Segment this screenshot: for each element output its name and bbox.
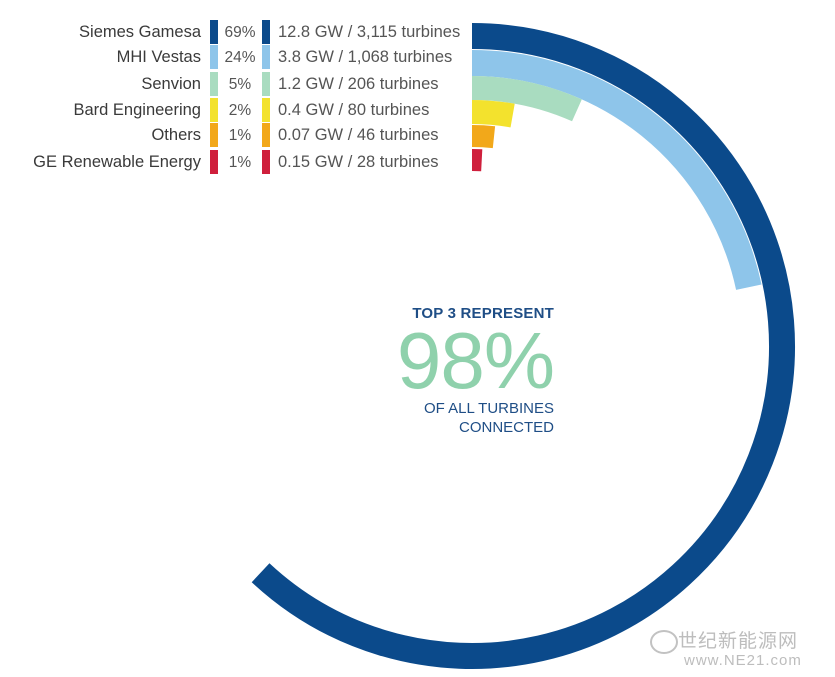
legend-percent: 69% [224,24,255,41]
center-title: TOP 3 REPRESENT [412,305,554,322]
legend-color-swatch [210,123,218,147]
arc-senvion [471,76,582,122]
watermark-line2: www.NE21.com [684,652,802,669]
center-subtitle-line2: CONNECTED [458,419,554,436]
legend-color-swatch [210,72,218,96]
arc-bard-engineering [471,100,515,128]
legend-detail: 1.2 GW / 206 turbines [278,75,439,93]
legend-detail: 0.4 GW / 80 turbines [278,101,429,119]
legend-percent: 24% [224,49,255,66]
legend-percent: 2% [229,102,252,119]
legend-detail: 0.15 GW / 28 turbines [278,153,439,171]
center-value: 98% [396,316,555,405]
legend-percent: 5% [229,76,252,93]
arc-siemes-gamesa [251,23,795,669]
arc-others [471,125,496,149]
wechat-icon [650,630,678,654]
legend-name: Others [151,126,201,144]
watermark-line1: 世纪新能源网 [678,631,799,652]
legend-color-swatch [262,20,270,44]
legend-color-swatch [262,72,270,96]
legend-color-swatch [262,45,270,69]
legend-color-swatch [262,150,270,174]
legend-detail: 0.07 GW / 46 turbines [278,126,439,144]
legend-color-swatch [210,20,218,44]
legend-color-swatch [262,98,270,122]
legend-name: Bard Engineering [73,101,201,119]
legend-name: Siemes Gamesa [79,23,202,41]
center-subtitle-line1: OF ALL TURBINES [423,400,554,417]
legend-color-swatch [262,123,270,147]
legend-name: Senvion [141,75,201,93]
legend-color-swatch [210,45,218,69]
legend-name: MHI Vestas [117,48,201,66]
legend-name: GE Renewable Energy [33,153,202,171]
legend-percent: 1% [229,154,252,171]
legend-color-swatch [210,150,218,174]
legend-detail: 12.8 GW / 3,115 turbines [278,23,460,41]
arc-mhi-vestas [471,50,762,290]
legend-detail: 3.8 GW / 1,068 turbines [278,48,452,66]
legend-percent: 1% [229,127,252,144]
legend-color-swatch [210,98,218,122]
